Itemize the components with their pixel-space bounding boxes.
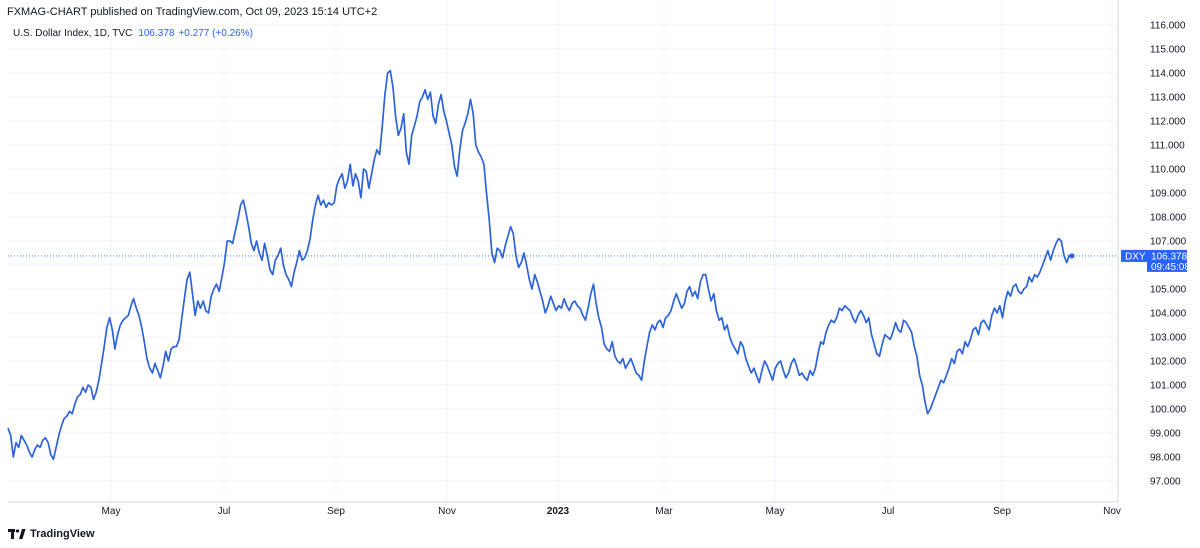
symbol-legend: U.S. Dollar Index, 1D, TVC 106.378 +0.277 … xyxy=(13,28,253,39)
horizontal-gridlines xyxy=(8,24,1118,482)
y-tick-label: 107.000 xyxy=(1150,237,1187,248)
published-header: FXMAG-CHART published on TradingView.com… xyxy=(7,6,378,18)
last-price-dot xyxy=(1069,253,1075,259)
y-tick-label: 99.000 xyxy=(1150,429,1181,440)
symbol-name: U.S. Dollar Index, 1D, TVC xyxy=(13,28,133,39)
ticker-badge: DXY xyxy=(1125,251,1146,262)
y-tick-label: 97.000 xyxy=(1150,477,1181,488)
x-axis-labels: May Jul Sep Nov 2023 Mar May Jul Sep Nov xyxy=(102,506,1121,517)
price-change: +0.277 (+0.26%) xyxy=(178,28,253,39)
y-tick-label: 105.000 xyxy=(1150,285,1187,296)
x-tick-label: Jul xyxy=(218,506,231,517)
y-tick-label: 111.000 xyxy=(1150,141,1185,152)
y-tick-label: 102.000 xyxy=(1150,357,1187,368)
x-tick-label: Nov xyxy=(1103,506,1121,517)
x-tick-label: Sep xyxy=(327,506,345,517)
brand-name: TradingView xyxy=(30,528,95,540)
y-tick-label: 114.000 xyxy=(1150,69,1186,80)
x-tick-label: Jul xyxy=(882,506,895,517)
x-tick-label: May xyxy=(102,506,121,517)
vertical-gridlines xyxy=(110,0,1113,502)
x-tick-label: May xyxy=(766,506,785,517)
price-badge-value: 106.378 xyxy=(1151,251,1188,262)
y-tick-label: 103.000 xyxy=(1150,333,1187,344)
y-tick-label: 108.000 xyxy=(1150,213,1187,224)
y-tick-label: 112.000 xyxy=(1150,117,1186,128)
price-badge-bg xyxy=(1147,249,1187,272)
y-tick-label: 109.000 xyxy=(1150,189,1187,200)
y-tick-label: 100.000 xyxy=(1150,405,1187,416)
x-tick-label: 2023 xyxy=(547,506,570,517)
y-axis-labels: 97.000 98.000 99.000 100.000 101.000 102.000 1… xyxy=(1150,21,1187,488)
y-tick-label: 104.000 xyxy=(1150,309,1187,320)
y-tick-label: 113.000 xyxy=(1150,93,1186,104)
y-tick-label: 101.000 xyxy=(1150,381,1187,392)
last-value: 106.378 xyxy=(138,28,175,39)
price-badge-time: 09:45:08 xyxy=(1151,262,1190,273)
price-tag: DXY 106.378 09:45:08 xyxy=(1121,249,1190,273)
ticker-badge-bg xyxy=(1121,249,1147,262)
x-tick-label: Nov xyxy=(438,506,456,517)
y-tick-label: 115.000 xyxy=(1150,45,1186,56)
dxy-series-line xyxy=(7,69,1072,461)
y-tick-label: 110.000 xyxy=(1150,165,1186,176)
y-tick-label: 116.000 xyxy=(1150,21,1186,32)
tradingview-logo[interactable]: TradingView xyxy=(8,528,95,540)
x-tick-label: Sep xyxy=(993,506,1011,517)
x-tick-label: Mar xyxy=(655,506,673,517)
tradingview-logo-icon xyxy=(8,528,26,539)
y-tick-label: 98.000 xyxy=(1150,453,1181,464)
